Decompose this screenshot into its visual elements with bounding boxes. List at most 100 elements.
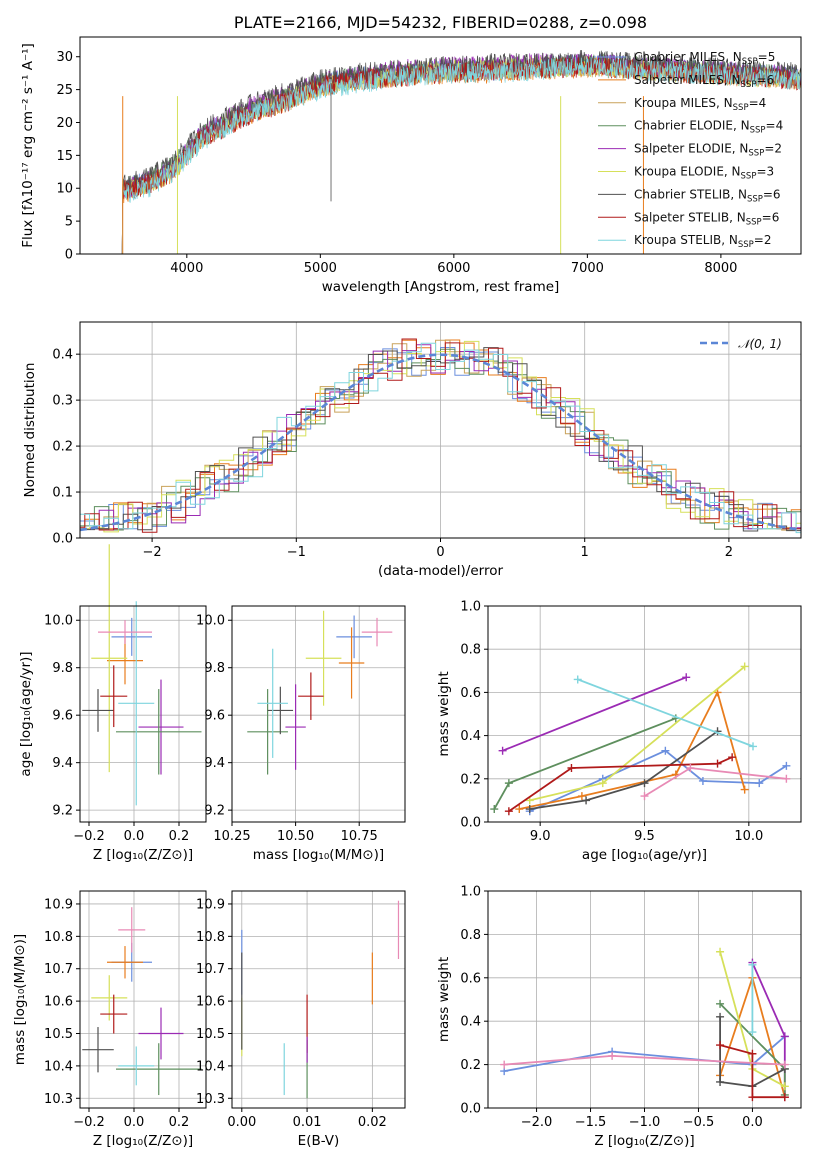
x-axis-label: E(B-V) — [298, 1133, 340, 1149]
weight-series-line — [577, 678, 754, 748]
weight-series-line — [529, 749, 787, 813]
x-tick-label: 7000 — [571, 261, 604, 276]
y-tick-label: 0.2 — [460, 1058, 481, 1073]
x-tick-label: 1 — [581, 545, 589, 560]
x-tick-label: 4000 — [170, 261, 203, 276]
y-tick-label: 25 — [56, 83, 73, 98]
y-tick-label: 1.0 — [460, 885, 481, 900]
x-tick-label: −0.2 — [73, 829, 105, 844]
weight-point-marker — [716, 1041, 725, 1050]
y-tick-label: 10.6 — [196, 995, 225, 1010]
y-tick-label: 9.6 — [52, 709, 73, 724]
plot-frame — [231, 605, 406, 823]
legend-entry: Kroupa ELODIE, NSSP=3 — [634, 165, 774, 182]
y-tick-label: 10.7 — [196, 962, 225, 977]
legend-entry: Chabrier MILES, NSSP=5 — [634, 50, 775, 67]
massweight-vs-age-panel: 9.0 9.5 10.0 0.0 0.2 0.4 0.6 0.8 1.0 age [log₁₀(a… — [436, 600, 802, 863]
legend-entry: 𝒩(0, 1) — [738, 337, 782, 351]
weight-point-marker — [716, 999, 725, 1008]
normal-reference-curve — [80, 353, 801, 532]
weight-point-marker — [780, 1032, 789, 1041]
y-axis-label: mass weight — [436, 957, 452, 1042]
x-tick-label: 10.75 — [341, 829, 378, 844]
x-tick-label: 0 — [436, 545, 444, 560]
y-tick-label: 0.2 — [52, 440, 73, 455]
weight-point-marker — [515, 805, 524, 814]
weight-point-marker — [573, 675, 582, 684]
y-tick-label: 10.7 — [44, 962, 73, 977]
x-tick-label: −1 — [287, 545, 306, 560]
y-tick-label: 0.1 — [52, 486, 73, 501]
legend-entry: Chabrier STELIB, NSSP=6 — [634, 187, 781, 204]
x-tick-label: −2.0 — [521, 1115, 553, 1130]
weight-point-marker — [728, 753, 737, 762]
y-tick-label: 0.8 — [460, 643, 481, 658]
weight-point-marker — [782, 774, 791, 783]
mass-vs-ebv-panel: 0.00 0.01 0.02 10.3 10.4 10.5 10.6 10.7 10.8 10.9… — [196, 890, 406, 1149]
x-tick-label: 10.25 — [213, 829, 250, 844]
x-tick-label: 8000 — [704, 261, 737, 276]
weight-series-line — [504, 1035, 786, 1072]
weight-point-marker — [661, 746, 670, 755]
y-tick-label: 30 — [56, 50, 73, 65]
y-tick-label: 9.4 — [52, 756, 73, 771]
weight-series-line — [529, 730, 719, 810]
weight-point-marker — [640, 792, 649, 801]
y-tick-label: 10.4 — [196, 1059, 225, 1074]
weight-point-marker — [755, 779, 764, 788]
y-tick-label: 9.8 — [204, 661, 225, 676]
y-axis-label: Normed distribution — [22, 363, 38, 498]
y-tick-label: 10.5 — [196, 1027, 225, 1042]
y-tick-label: 0 — [65, 248, 73, 263]
age-vs-Z-panel: −0.2 0.0 0.2 9.2 9.4 9.6 9.8 10.0 Z [log₁₀(Z/Z⊙)… — [18, 544, 207, 863]
y-tick-label: 10.3 — [44, 1092, 73, 1107]
x-tick-label: 9.0 — [530, 829, 551, 844]
x-axis-label: Z [log₁₀(Z/Z⊙)] — [93, 1133, 193, 1149]
histogram-step-line — [80, 342, 801, 534]
weight-point-marker — [748, 1049, 757, 1058]
x-tick-label: 0.0 — [124, 1115, 145, 1130]
mass-vs-Z-panel: −0.2 0.0 0.2 10.3 10.4 10.5 10.6 10.7 10.8 10.9 Z … — [12, 890, 207, 1149]
legend-entry: Kroupa MILES, NSSP=4 — [634, 96, 766, 113]
x-axis-label: Z [log₁₀(Z/Z⊙)] — [93, 847, 193, 863]
weight-point-marker — [698, 776, 707, 785]
y-axis-label: Flux [fλ10⁻¹⁷ erg cm⁻² s⁻¹ A⁻¹] — [20, 43, 36, 248]
x-tick-label: 0.2 — [169, 829, 190, 844]
x-tick-label: 0.0 — [124, 829, 145, 844]
x-tick-label: 5000 — [304, 261, 337, 276]
x-tick-label: 6000 — [437, 261, 470, 276]
weight-point-marker — [640, 779, 649, 788]
x-axis-label: (data-model)/error — [378, 563, 504, 579]
y-tick-label: 10.9 — [196, 897, 225, 912]
y-axis-label: mass weight — [436, 671, 452, 756]
y-tick-label: 0.3 — [52, 394, 73, 409]
y-tick-label: 1.0 — [460, 600, 481, 615]
residuals-panel: −2 −1 0 1 2 0.0 0.1 0.2 0.3 0.4 (data-model)/error… — [22, 321, 802, 579]
y-tick-label: 9.8 — [52, 661, 73, 676]
weight-series-line — [508, 756, 733, 812]
y-tick-label: 10 — [56, 182, 73, 197]
y-tick-label: 0.6 — [460, 686, 481, 701]
weight-point-marker — [716, 947, 725, 956]
histogram-step-line — [80, 339, 801, 530]
x-tick-label: −2 — [143, 545, 162, 560]
histogram-step-line — [80, 339, 801, 531]
x-tick-label: 10.0 — [734, 829, 763, 844]
y-tick-label: 0.8 — [460, 928, 481, 943]
weight-point-marker — [608, 1051, 617, 1060]
age-vs-mass-panel: 10.25 10.50 10.75 9.2 9.4 9.6 9.8 10.0 mass [log… — [196, 605, 406, 863]
weight-point-marker — [713, 759, 722, 768]
spectrum-series-line — [120, 56, 801, 254]
x-tick-label: 0.02 — [358, 1115, 387, 1130]
weight-point-marker — [500, 1060, 509, 1069]
weight-point-marker — [577, 792, 586, 801]
y-tick-label: 10.3 — [196, 1092, 225, 1107]
plot-frame — [79, 890, 207, 1109]
y-tick-label: 10.4 — [44, 1059, 73, 1074]
y-tick-label: 9.4 — [204, 756, 225, 771]
y-tick-label: 0.0 — [52, 532, 73, 547]
x-tick-label: 0.0 — [742, 1115, 763, 1130]
x-axis-label: mass [log₁₀(M/M⊙)] — [253, 847, 384, 863]
weight-point-marker — [780, 1093, 789, 1102]
